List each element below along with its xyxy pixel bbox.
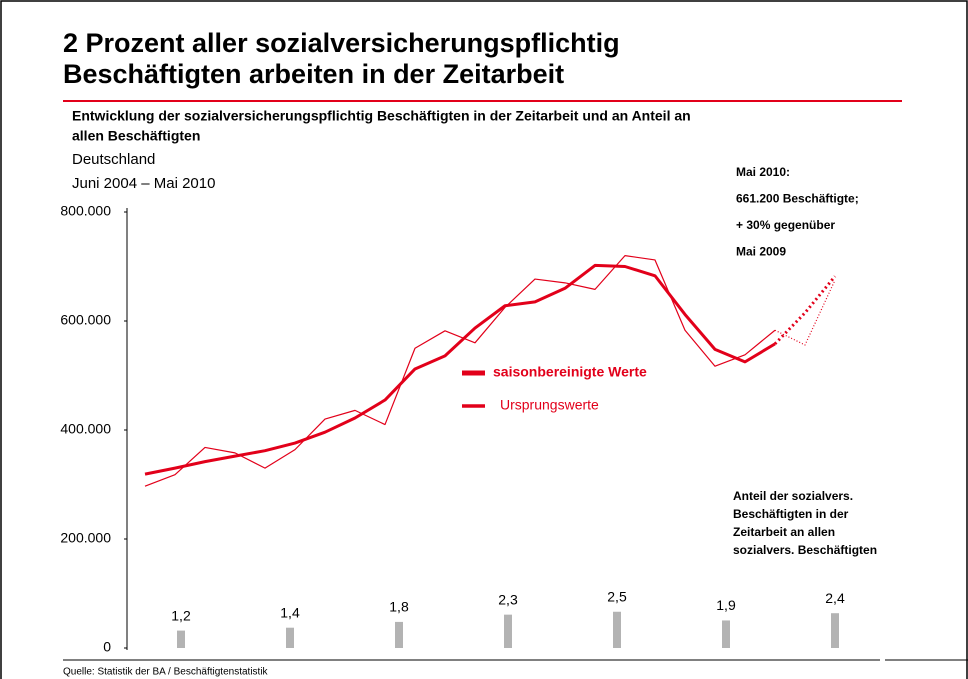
annotation: Beschäftigten in der (733, 507, 849, 521)
series-line (144, 255, 776, 487)
y-tick-label: 0 (103, 639, 111, 655)
title: Beschäftigten arbeiten in der Zeitarbeit (63, 59, 564, 89)
subtitle: allen Beschäftigten (72, 128, 200, 144)
legend-label: Ursprungswerte (500, 397, 599, 413)
subtitle: Entwicklung der sozialversicherungspflic… (72, 108, 691, 124)
annotation: Anteil der sozialvers. (733, 489, 853, 503)
region: Deutschland (72, 151, 155, 168)
share-bar (177, 630, 185, 648)
annotation: Mai 2010: (736, 165, 790, 179)
bar-value-label: 2,4 (825, 590, 845, 606)
period: Juni 2004 – Mai 2010 (72, 175, 215, 192)
bar-value-label: 2,5 (607, 588, 627, 604)
annotation: 661.200 Beschäftigte; (736, 192, 859, 206)
y-tick-label: 600.000 (60, 312, 111, 328)
series-line (144, 263, 776, 476)
annotation: Mai 2009 (736, 245, 786, 259)
y-tick-label: 200.000 (60, 530, 111, 546)
title: 2 Prozent aller sozialversicherungspflic… (63, 28, 620, 58)
annotation: + 30% gegenüber (736, 218, 835, 232)
share-bar (286, 627, 294, 648)
bar-value-label: 1,2 (171, 607, 191, 623)
bar-value-label: 1,4 (280, 604, 300, 620)
share-bar (722, 620, 730, 648)
share-bar (504, 614, 512, 648)
source: Quelle: Statistik der BA / Beschäftigten… (63, 667, 269, 678)
y-tick-label: 400.000 (60, 421, 111, 437)
bar-value-label: 1,9 (716, 597, 736, 613)
share-bar (613, 611, 621, 648)
series-line-dotted (774, 279, 836, 346)
annotation: Zeitarbeit an allen (733, 525, 835, 539)
series-line-dotted (773, 275, 837, 345)
y-tick-label: 800.000 (60, 203, 111, 219)
bar-value-label: 2,3 (498, 591, 518, 607)
annotation: sozialvers. Beschäftigten (733, 543, 877, 557)
bar-value-label: 1,8 (389, 599, 409, 615)
share-bar (395, 621, 403, 648)
share-bar (831, 613, 839, 648)
legend-label: saisonbereinigte Werte (493, 364, 647, 380)
